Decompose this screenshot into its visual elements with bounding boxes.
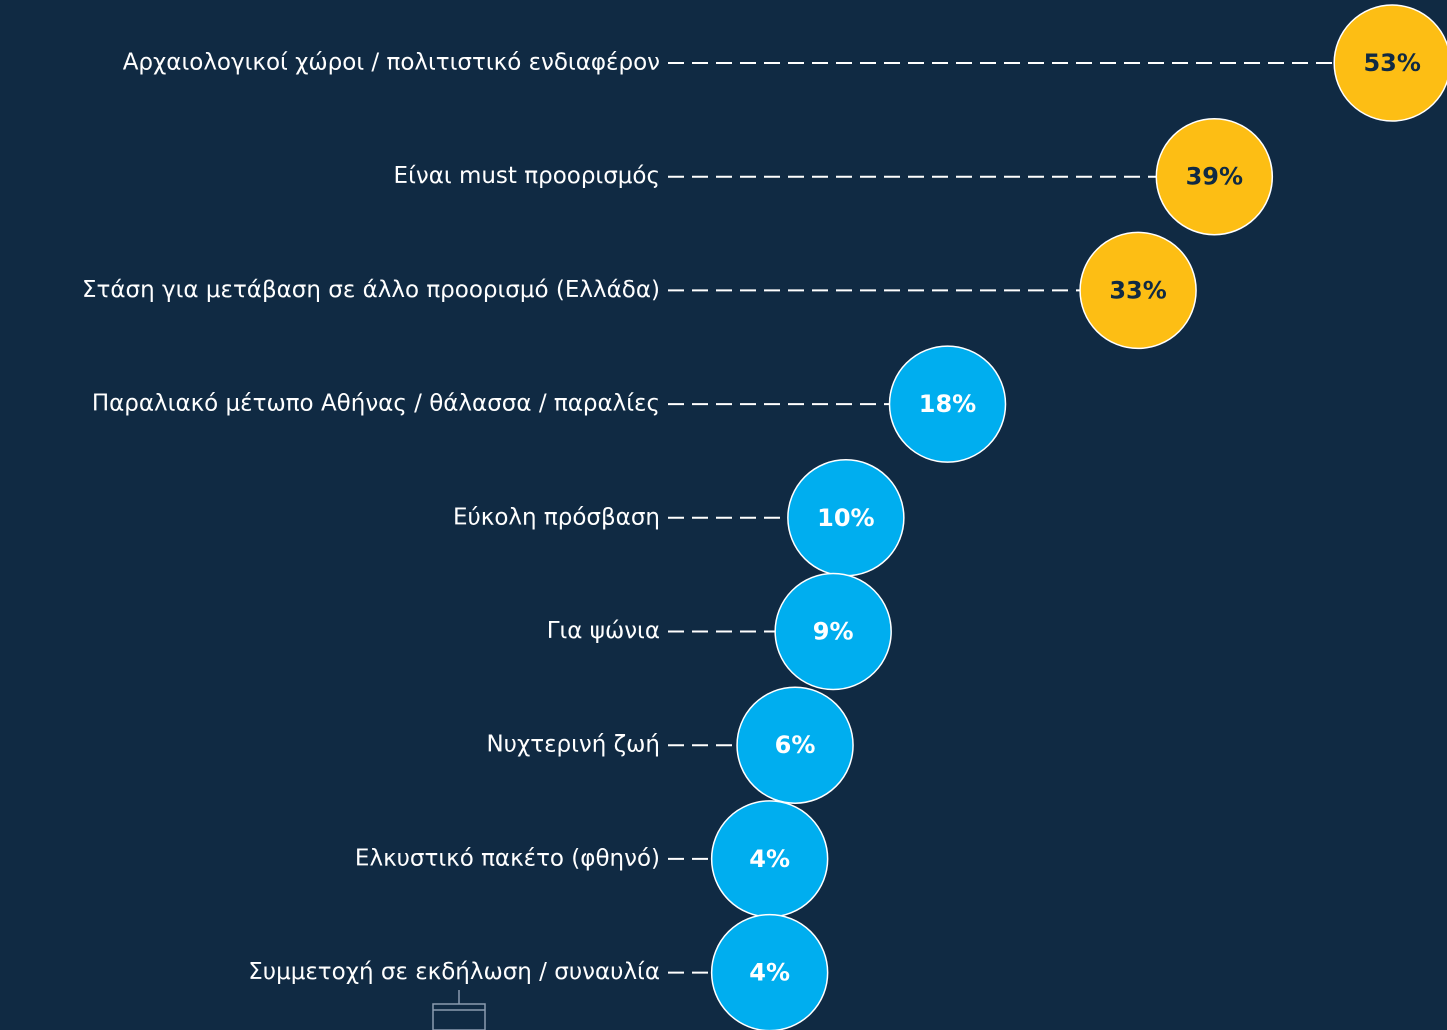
category-label: Νυχτερινή ζωή [486,732,660,758]
category-label: Για ψώνια [547,618,660,644]
value-bubble [888,345,1007,463]
value-label: 10% [817,504,874,532]
value-label: 6% [775,731,816,759]
category-label: Παραλιακό μέτωπο Αθήνας / θάλασσα / παρα… [92,391,660,417]
value-bubble [710,913,829,1030]
value-bubble [774,572,892,691]
category-label: Αρχαιολογικοί χώροι / πολιτιστικό ενδιαφ… [123,50,660,76]
category-label: Στάση για μετάβαση σε άλλο προορισμό (Ελ… [82,277,660,303]
value-label: 4% [749,959,790,987]
footer-icon [432,990,486,1030]
category-label: Ελκυστικό πακέτο (φθηνό) [355,845,660,871]
category-label: Εύκολη πρόσβαση [453,504,660,530]
value-label: 9% [813,618,854,646]
value-label: 39% [1186,163,1243,191]
value-label: 18% [919,390,976,418]
value-bubble [736,686,854,804]
category-label: Είναι must προορισμός [394,163,660,189]
value-bubble [1333,4,1447,122]
value-bubble [1155,117,1274,236]
value-label: 53% [1363,49,1420,77]
value-label: 33% [1109,276,1166,304]
category-label: Συμμετοχή σε εκδήλωση / συναυλία [248,959,660,985]
value-bubble [1079,231,1197,350]
value-label: 4% [749,845,790,873]
